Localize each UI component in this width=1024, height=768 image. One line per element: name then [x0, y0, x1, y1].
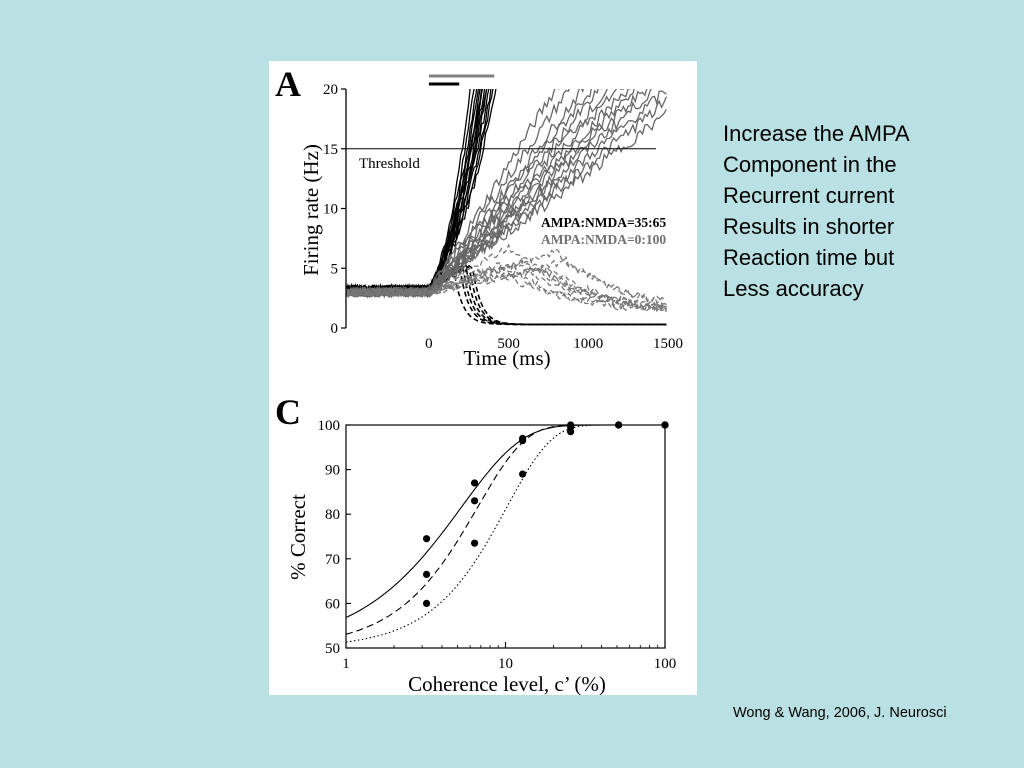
y-tick-label: 0	[331, 321, 339, 337]
slide-text-line: Increase the AMPA	[723, 121, 910, 146]
fit-curve-dashed	[346, 424, 665, 635]
x-tick-label: 1000	[573, 336, 603, 352]
panel-a-plot: 0 5 10 15 20 0 500 1000 1500	[323, 82, 683, 352]
data-point-dotted	[422, 599, 431, 608]
figure-svg: A C 0 5 10 15 20 0 500 1000 1500 Threshold AMPA:…	[275, 64, 683, 695]
y-tick-label: 100	[318, 418, 341, 434]
trace-0-100-loser	[346, 259, 667, 304]
trace-0-100-winner	[346, 89, 603, 299]
slide-text: Increase the AMPA Component in the Recur…	[723, 118, 993, 304]
x-tick-label: 100	[654, 656, 677, 672]
trace-0-100-winner	[346, 89, 584, 298]
trace-0-100-winner	[346, 89, 560, 298]
data-point-dotted	[661, 421, 669, 429]
slide-text-line: Recurrent current	[723, 183, 895, 208]
slide-text-line: Less accuracy	[723, 276, 864, 301]
x-tick-label: 500	[497, 336, 520, 352]
trace-0-100-winner	[346, 89, 625, 298]
data-point-dotted	[470, 539, 479, 547]
citation: Wong & Wang, 2006, J. Neurosci	[733, 705, 947, 721]
y-tick-label: 60	[325, 596, 340, 612]
fit-curve-solid	[346, 424, 665, 619]
panel-a-xlabel: Time (ms)	[463, 346, 550, 370]
x-tick-label: 0	[425, 336, 433, 352]
trace-0-100-winner	[346, 89, 592, 299]
panel-c-letter: C	[275, 392, 301, 432]
trace-0-100-winner	[346, 89, 632, 298]
y-tick-label: 20	[323, 82, 338, 98]
y-tick-label: 80	[325, 507, 340, 523]
data-point-dashed	[470, 497, 479, 505]
panel-c-curves	[346, 424, 665, 643]
y-tick-label: 90	[325, 463, 340, 479]
trace-0-100-winner	[346, 90, 667, 298]
y-tick-label: 50	[325, 641, 340, 657]
slide-text-line: Component in the	[723, 152, 897, 177]
slide-text-line: Results in shorter	[723, 214, 895, 239]
trace-35-65-winner	[346, 89, 497, 297]
data-point-solid	[422, 535, 431, 543]
x-tick-label: 1500	[653, 336, 683, 352]
trace-0-100-winner	[346, 89, 570, 298]
data-point-dashed	[422, 570, 431, 579]
trace-0-100-winner	[346, 108, 667, 299]
y-tick-label: 15	[323, 142, 338, 158]
data-point-dotted	[519, 470, 527, 478]
fit-curve-dotted	[346, 424, 665, 643]
panel-c-points	[422, 421, 669, 608]
panel-c-frame	[345, 424, 666, 649]
slide-text-line: Reaction time but	[723, 245, 895, 270]
legend-label-0-100: AMPA:NMDA=0:100	[541, 232, 666, 247]
panel-a-axes: 0 5 10 15 20 0 500 1000 1500	[323, 82, 683, 352]
panel-c-ylabel: % Correct	[286, 494, 310, 580]
x-tick-label: 10	[498, 656, 513, 672]
y-tick-label: 10	[323, 202, 338, 218]
data-point-dotted	[567, 428, 575, 436]
x-tick-label: 1	[342, 656, 350, 672]
trace-0-100-winner	[346, 89, 635, 298]
threshold-label: Threshold	[359, 156, 420, 172]
panel-a-ylabel: Firing rate (Hz)	[299, 144, 323, 276]
data-point-dashed	[519, 437, 527, 445]
trace-0-100-loser	[346, 265, 667, 310]
y-tick-label: 70	[325, 552, 340, 568]
panel-a-letter: A	[275, 64, 301, 104]
data-point-solid	[470, 479, 479, 487]
trace-0-100-winner	[346, 89, 608, 298]
panel-c-xlabel: Coherence level, c’ (%)	[408, 672, 606, 695]
legend-label-35-65: AMPA:NMDA=35:65	[541, 215, 666, 230]
figure: A C 0 5 10 15 20 0 500 1000 1500 Threshold AMPA:…	[269, 61, 697, 695]
y-tick-label: 5	[331, 261, 339, 277]
data-point-dotted	[615, 421, 623, 429]
trace-35-65-loser	[346, 263, 667, 326]
trace-0-100-loser	[346, 248, 667, 305]
panel-a-traces	[346, 89, 667, 326]
